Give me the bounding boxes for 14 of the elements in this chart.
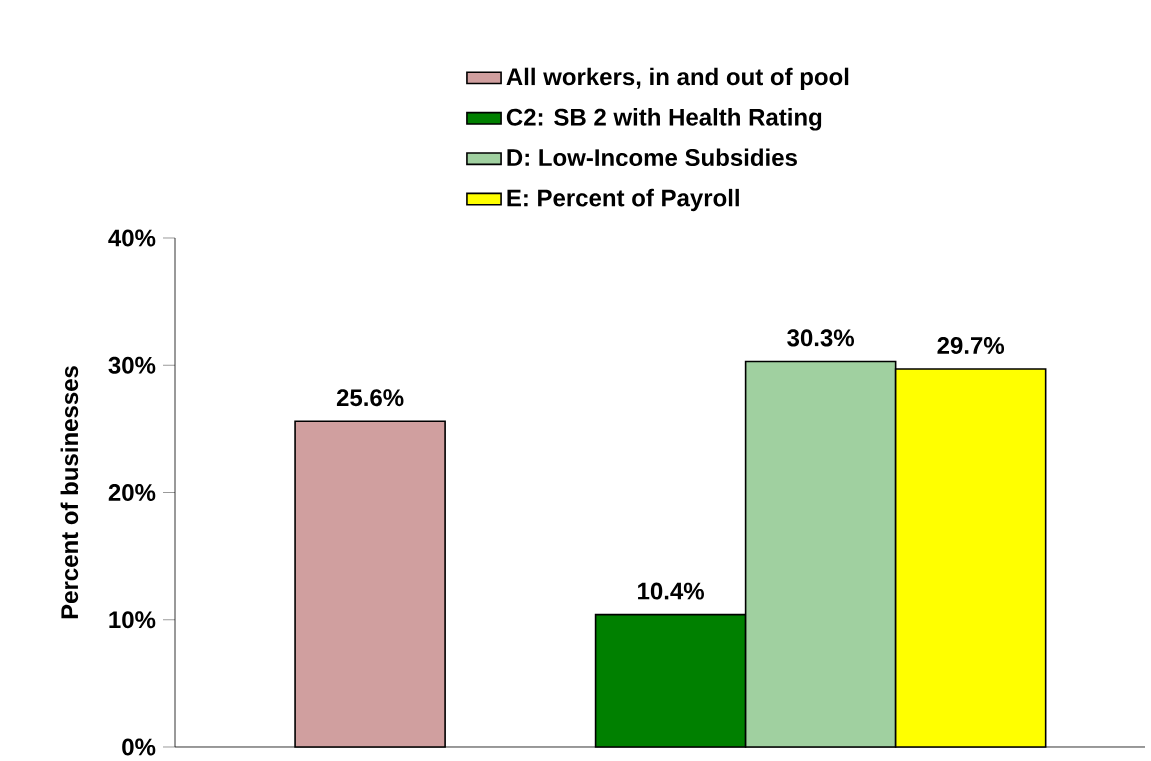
y-tick-label: 0% (122, 738, 156, 756)
data-label: 25.6% (336, 389, 404, 407)
y-tick-label: 30% (108, 356, 156, 374)
data-label: 29.7% (937, 337, 1005, 354)
y-tick-label: 40% (108, 229, 156, 247)
y-axis-title: Percent of businesses (60, 366, 79, 619)
data-label: 30.3% (787, 329, 854, 347)
y-tick-label: 10% (109, 611, 156, 629)
y-tick-label: 20% (108, 484, 156, 501)
data-label: 10.4% (638, 582, 704, 600)
legend-label: E: Percent of Payroll (507, 188, 739, 212)
legend-label: D: Low-Income Subsidies (507, 148, 797, 167)
legend-label: C2: SB 2 with Health Rating (506, 108, 822, 131)
legend-label: All workers, in and out of pool (506, 67, 849, 91)
